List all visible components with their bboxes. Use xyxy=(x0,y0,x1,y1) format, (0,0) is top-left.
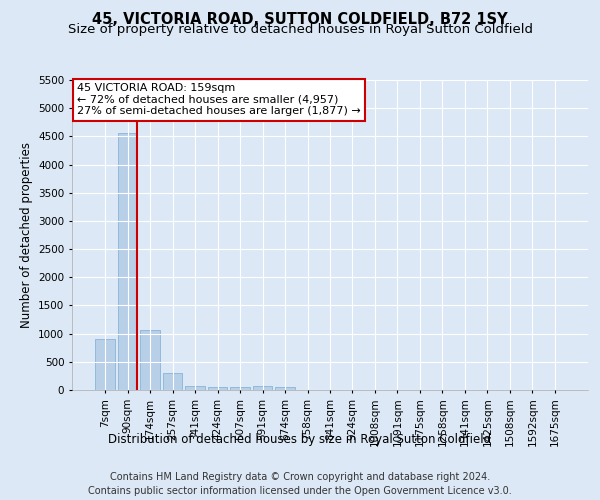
Bar xyxy=(140,330,160,390)
Text: Contains HM Land Registry data © Crown copyright and database right 2024.: Contains HM Land Registry data © Crown c… xyxy=(110,472,490,482)
Bar xyxy=(253,386,272,390)
Bar xyxy=(208,386,227,390)
Bar xyxy=(118,133,137,390)
Text: Size of property relative to detached houses in Royal Sutton Coldfield: Size of property relative to detached ho… xyxy=(67,24,533,36)
Text: 45 VICTORIA ROAD: 159sqm
← 72% of detached houses are smaller (4,957)
27% of sem: 45 VICTORIA ROAD: 159sqm ← 72% of detach… xyxy=(77,83,361,116)
Y-axis label: Number of detached properties: Number of detached properties xyxy=(20,142,32,328)
Text: Contains public sector information licensed under the Open Government Licence v3: Contains public sector information licen… xyxy=(88,486,512,496)
Bar xyxy=(163,374,182,390)
Bar xyxy=(95,340,115,390)
Text: Distribution of detached houses by size in Royal Sutton Coldfield: Distribution of detached houses by size … xyxy=(109,432,491,446)
Text: 45, VICTORIA ROAD, SUTTON COLDFIELD, B72 1SY: 45, VICTORIA ROAD, SUTTON COLDFIELD, B72… xyxy=(92,12,508,28)
Bar xyxy=(230,387,250,390)
Bar xyxy=(185,386,205,390)
Bar xyxy=(275,387,295,390)
